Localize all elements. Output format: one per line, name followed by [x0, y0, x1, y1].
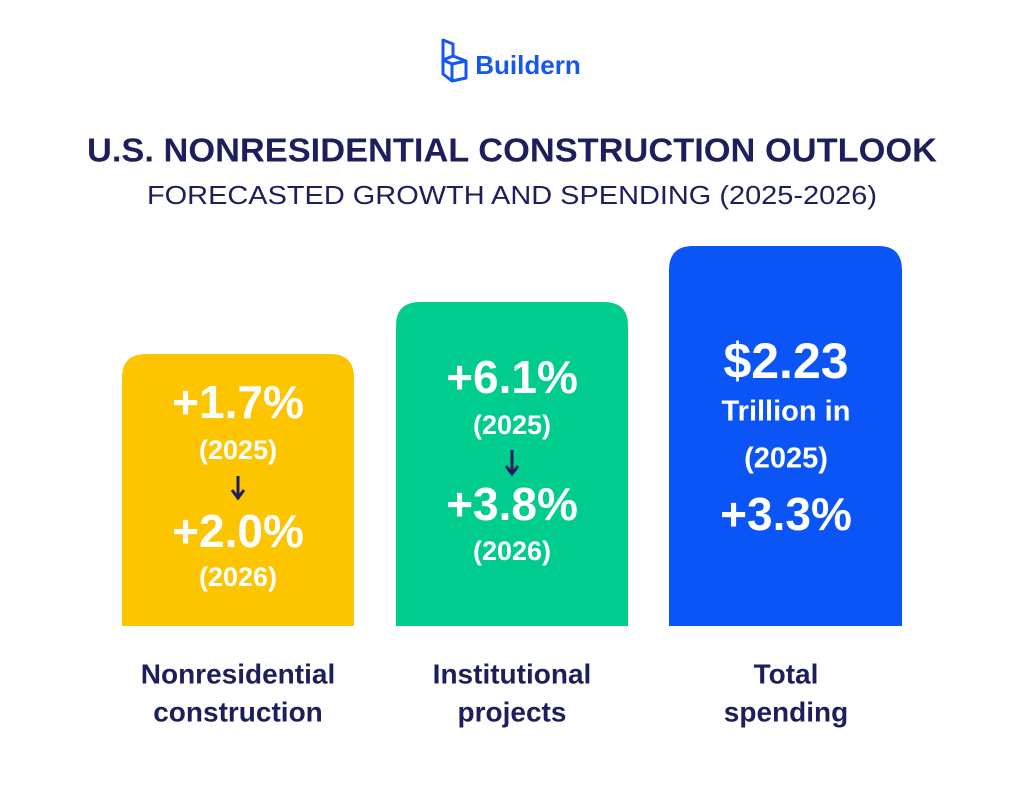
- card-line: +6.1%: [446, 351, 578, 403]
- title: U.S. NONRESIDENTIAL CONSTRUCTION OUTLOOK: [87, 132, 937, 169]
- card-line: $2.23: [723, 333, 848, 389]
- card-line: +2.0%: [172, 505, 304, 557]
- card-bg: [669, 246, 902, 626]
- arrow: [230, 476, 246, 501]
- card: +1.7% (2025) +2.0% (2026) Nonresidential…: [122, 354, 354, 727]
- card-label: projects: [458, 696, 567, 727]
- card-line: (2026): [473, 536, 551, 566]
- card-label: spending: [724, 696, 848, 727]
- card-line: +1.7%: [172, 376, 304, 428]
- subtitle: FORECASTED GROWTH AND SPENDING (2025-202…: [147, 180, 877, 210]
- card: +6.1% (2025) +3.8% (2026) Institutional …: [396, 302, 628, 727]
- arrow: [504, 450, 520, 477]
- card-line: (2025): [199, 435, 277, 465]
- card-line: (2025): [473, 410, 551, 440]
- logo-icon: [441, 38, 468, 83]
- card-line: +3.3%: [720, 488, 852, 540]
- card-line: (2026): [199, 562, 277, 592]
- card-line: +3.8%: [446, 478, 578, 530]
- card-label: Institutional: [433, 658, 592, 689]
- card-line: Trillion in: [722, 396, 851, 428]
- card-label: construction: [153, 696, 323, 727]
- logo: Buildern: [441, 38, 581, 83]
- card-label: Total: [754, 658, 819, 689]
- card-label: Nonresidential: [141, 658, 335, 689]
- brand-name: Buildern: [475, 50, 580, 80]
- card: $2.23 Trillion in (2025) +3.3% Total spe…: [669, 246, 902, 727]
- card-line: (2025): [744, 443, 828, 475]
